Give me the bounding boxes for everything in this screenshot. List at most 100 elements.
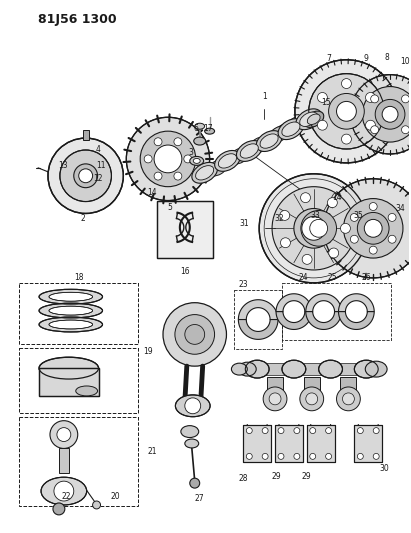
Ellipse shape [296,109,321,130]
Text: 3: 3 [188,149,193,157]
Circle shape [154,172,162,180]
Circle shape [402,95,409,103]
Polygon shape [238,300,278,320]
Circle shape [317,93,327,102]
Text: 27: 27 [195,494,205,503]
Ellipse shape [282,360,306,378]
Ellipse shape [236,141,262,161]
Circle shape [357,427,363,433]
Circle shape [295,60,398,163]
Text: 21: 21 [148,447,157,456]
Text: 10: 10 [400,57,410,66]
Text: 7: 7 [326,54,331,63]
Circle shape [263,387,287,411]
Text: 5: 5 [168,203,172,212]
Text: 22: 22 [61,491,71,500]
Text: 32: 32 [274,214,284,223]
Circle shape [382,107,398,122]
Ellipse shape [190,157,204,165]
Text: 28: 28 [238,474,248,483]
Circle shape [272,187,356,270]
Bar [19,283,138,344]
Circle shape [300,193,310,203]
Bar [354,425,382,462]
Ellipse shape [238,362,256,376]
Circle shape [306,393,318,405]
Circle shape [344,199,403,258]
Polygon shape [339,294,374,312]
Ellipse shape [354,360,378,378]
Circle shape [262,427,268,433]
Polygon shape [340,377,356,397]
Ellipse shape [195,123,205,129]
Circle shape [371,95,379,103]
Bar [157,200,212,258]
Text: 20: 20 [111,491,120,500]
Circle shape [154,138,162,146]
Ellipse shape [300,112,318,126]
Circle shape [388,213,396,221]
Circle shape [294,208,334,248]
Ellipse shape [319,360,342,378]
Circle shape [326,454,332,459]
Text: 16: 16 [180,268,189,277]
Text: 33: 33 [311,211,321,220]
Circle shape [371,126,379,134]
Circle shape [60,150,111,201]
Ellipse shape [205,128,215,134]
Circle shape [337,101,356,121]
Circle shape [144,155,152,163]
Ellipse shape [365,361,387,377]
Ellipse shape [49,320,92,329]
Circle shape [300,387,323,411]
Bar [83,130,89,140]
Bar [243,425,271,462]
Ellipse shape [181,426,199,438]
Circle shape [140,131,196,187]
Polygon shape [276,294,312,312]
Circle shape [310,454,316,459]
Circle shape [280,238,291,248]
Ellipse shape [269,126,289,142]
Ellipse shape [307,114,320,125]
Circle shape [328,93,364,129]
Circle shape [57,427,71,441]
Ellipse shape [194,137,206,145]
Circle shape [301,211,337,246]
Circle shape [184,155,192,163]
Circle shape [185,398,201,414]
Circle shape [246,454,252,459]
Ellipse shape [231,363,247,375]
Circle shape [373,427,379,433]
Text: 2: 2 [80,214,85,223]
Polygon shape [304,377,320,397]
Text: 14: 14 [332,193,342,202]
Circle shape [50,421,78,448]
Circle shape [357,454,363,459]
Ellipse shape [39,303,102,318]
Polygon shape [306,294,342,312]
Circle shape [278,454,284,459]
Circle shape [326,427,332,433]
Polygon shape [238,320,278,340]
Ellipse shape [304,111,324,127]
Ellipse shape [49,292,92,301]
Ellipse shape [245,360,269,378]
Circle shape [369,203,377,211]
Circle shape [190,478,200,488]
Bar [275,425,303,462]
Circle shape [328,198,337,208]
Polygon shape [267,377,283,397]
Circle shape [365,93,375,102]
Text: 13: 13 [58,161,68,171]
Text: 31: 31 [240,219,249,228]
Bar [157,200,212,258]
Ellipse shape [185,439,199,448]
Circle shape [329,248,339,258]
Circle shape [246,427,252,433]
Text: 19: 19 [143,347,153,356]
Circle shape [369,246,377,254]
Bar [354,425,382,462]
Circle shape [350,213,358,221]
Bar [275,425,303,462]
